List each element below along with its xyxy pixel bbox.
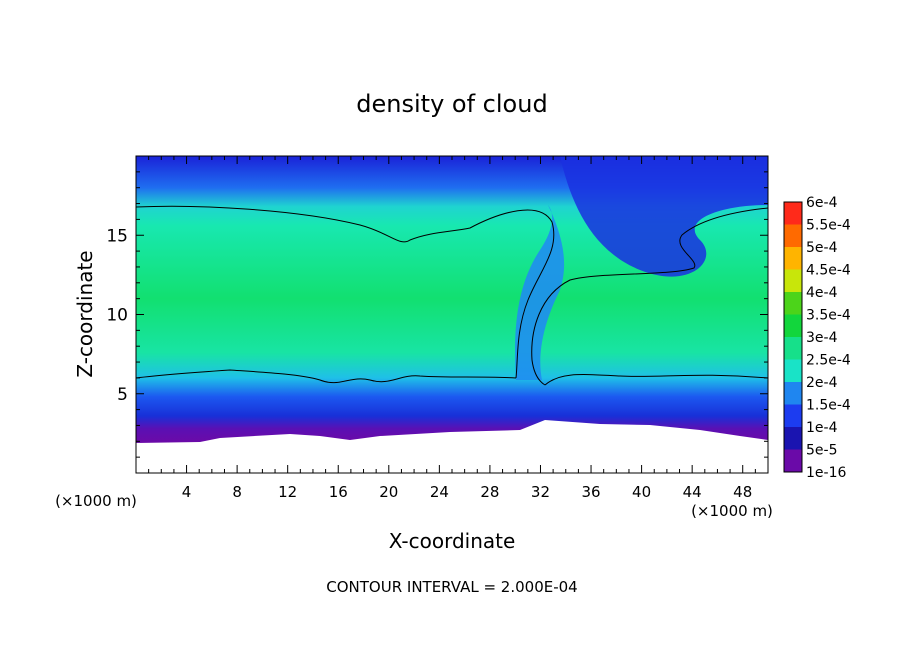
x-tick-label: 24 xyxy=(430,483,449,501)
legend-label: 5.5e-4 xyxy=(806,218,851,234)
x-tick-label: 44 xyxy=(683,483,702,501)
contour-lines xyxy=(135,205,769,386)
x-tick-label: 12 xyxy=(278,483,297,501)
legend-frame xyxy=(783,201,803,473)
x-tick-label: 16 xyxy=(329,483,348,501)
color-legend: 1e-16 5e-5 1e-4 1.5e-4 2e-4 2.5e-4 3e-4 3.5e-4 4… xyxy=(783,195,851,481)
legend-label: 5e-5 xyxy=(806,443,837,459)
legend-label: 1e-4 xyxy=(806,420,838,436)
contour-right xyxy=(531,207,769,386)
y-axis-label: Z-coordinate xyxy=(73,250,97,377)
x-tick-label: 4 xyxy=(182,483,192,501)
x-tick-label: 20 xyxy=(379,483,398,501)
x-tick-label: 48 xyxy=(733,483,752,501)
chart-title: density of cloud xyxy=(356,90,547,118)
legend-swatch-6 xyxy=(784,314,802,337)
x-tick-label: 40 xyxy=(632,483,651,501)
legend-swatch-9 xyxy=(784,247,802,270)
x-tick-label: 32 xyxy=(531,483,550,501)
legend-label: 6e-4 xyxy=(806,195,838,211)
legend-label: 1.5e-4 xyxy=(806,398,851,414)
cloud-free-region xyxy=(136,420,768,473)
legend-label: 2e-4 xyxy=(806,375,838,391)
legend-swatch-2 xyxy=(784,404,802,427)
legend-swatch-10 xyxy=(784,224,802,247)
y-tick-label: 10 xyxy=(106,306,128,326)
legend-swatch-0 xyxy=(784,449,802,472)
legend-swatch-7 xyxy=(784,292,802,315)
y-tick-label: 5 xyxy=(117,385,128,405)
heatmap-field xyxy=(136,156,768,473)
legend-swatch-5 xyxy=(784,337,802,360)
legend-swatch-1 xyxy=(784,427,802,450)
y-tick-label: 15 xyxy=(106,226,128,246)
contour-upper xyxy=(135,205,555,379)
legend-label: 1e-16 xyxy=(806,465,846,481)
x-tick-label: 36 xyxy=(581,483,600,501)
legend-swatch-4 xyxy=(784,359,802,382)
legend-label: 4.5e-4 xyxy=(806,263,851,279)
legend-swatch-8 xyxy=(784,269,802,292)
contour-interval-note: CONTOUR INTERVAL = 2.000E-04 xyxy=(326,578,577,596)
x-tick-label: 8 xyxy=(232,483,242,501)
legend-label: 4e-4 xyxy=(806,285,838,301)
contour-lower xyxy=(135,369,769,386)
y-axis: 5 10 15 xyxy=(106,171,768,458)
legend-label: 3e-4 xyxy=(806,330,838,346)
x-unit-left: (×1000 m) xyxy=(55,492,137,510)
x-axis: 4 8 12 16 20 24 28 32 36 40 44 48 xyxy=(148,156,756,501)
legend-label: 2.5e-4 xyxy=(806,353,851,369)
x-unit-right: (×1000 m) xyxy=(691,502,773,520)
legend-swatch-3 xyxy=(784,382,802,405)
upper-blue-intrusion xyxy=(560,156,768,277)
legend-swatch-11 xyxy=(784,202,802,225)
legend-label: 3.5e-4 xyxy=(806,308,851,324)
x-tick-label: 28 xyxy=(480,483,499,501)
legend-label: 5e-4 xyxy=(806,240,838,256)
x-axis-label: X-coordinate xyxy=(389,529,516,553)
